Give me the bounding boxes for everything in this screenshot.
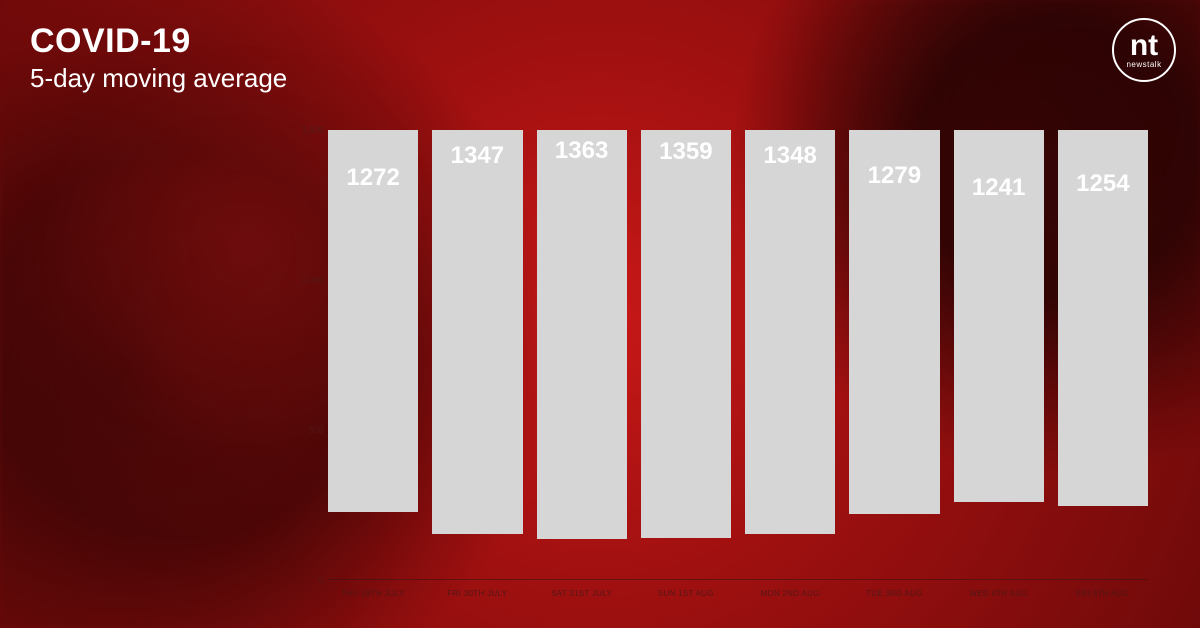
chart-subtitle: 5-day moving average [30, 63, 287, 94]
bar-rect [537, 130, 627, 539]
bar-slot: 1241 [954, 130, 1044, 580]
bar-slot: 1359 [641, 130, 731, 580]
y-tick-label: 500 [298, 425, 324, 435]
x-axis-label: SAT 31ST JULY [537, 589, 627, 598]
bar-rect [432, 130, 522, 534]
bar-value-label: 1348 [763, 142, 816, 170]
bar-value-label: 1359 [659, 138, 712, 166]
bars-container: 1272 1347 1363 1359 1348 1279 1241 1254 [328, 130, 1148, 580]
newstalk-logo: nt newstalk [1112, 18, 1176, 82]
logo-subtext: newstalk [1126, 60, 1161, 69]
x-axis-labels: THU 29TH JULY FRI 30TH JULY SAT 31ST JULY S… [328, 589, 1148, 598]
bar-rect [745, 130, 835, 534]
bar-slot: 1279 [849, 130, 939, 580]
bar-rect [641, 130, 731, 538]
bar-value-label: 1241 [972, 174, 1025, 202]
bar-slot: 1254 [1058, 130, 1148, 580]
bar-slot: 1347 [432, 130, 522, 580]
bar-value-label: 1363 [555, 137, 608, 165]
y-tick-label: 0 [298, 575, 324, 585]
x-axis-label: FRI 30TH JULY [432, 589, 522, 598]
chart-title: COVID-19 [30, 22, 287, 61]
bar-value-label: 1272 [346, 164, 399, 192]
bar-slot: 1348 [745, 130, 835, 580]
bar-slot: 1272 [328, 130, 418, 580]
bar-slot: 1363 [537, 130, 627, 580]
logo-text: nt [1130, 32, 1158, 59]
bar-chart: 05001,0001,500 1272134713631359134812791… [298, 120, 1148, 610]
x-axis-label: MON 2ND AUG [745, 589, 835, 598]
y-tick-label: 1,500 [298, 125, 324, 135]
y-tick-label: 1,000 [298, 275, 324, 285]
bar-value-label: 1254 [1076, 170, 1129, 198]
bar-value-label: 1347 [451, 142, 504, 170]
header: COVID-19 5-day moving average [30, 22, 287, 94]
x-axis-label: TUE 3RD AUG [849, 589, 939, 598]
x-axis-label: FRI 5TH AUG [1058, 589, 1148, 598]
plot-area: 05001,0001,500 1272134713631359134812791… [328, 130, 1148, 580]
x-axis-label: WED 4TH AUG [954, 589, 1044, 598]
x-axis-label: THU 29TH JULY [328, 589, 418, 598]
bar-value-label: 1279 [868, 162, 921, 190]
x-axis-label: SUN 1ST AUG [641, 589, 731, 598]
